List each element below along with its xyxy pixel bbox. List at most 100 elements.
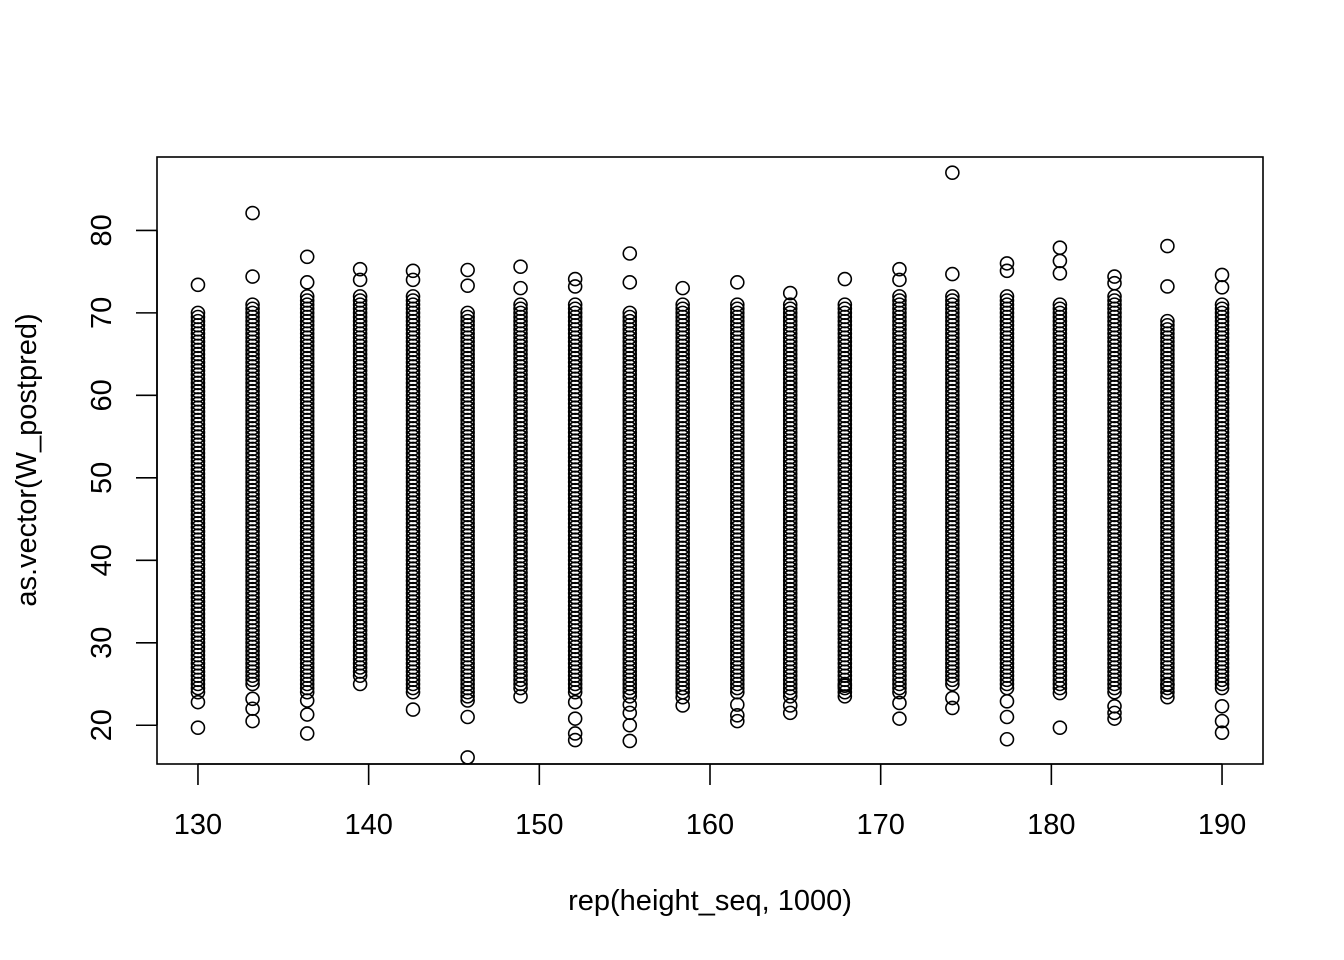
data-point: [1107, 269, 1122, 284]
data-point: [190, 720, 206, 736]
data-point: [892, 695, 907, 711]
data-point: [405, 263, 421, 279]
data-point: [567, 279, 583, 294]
point-column: [730, 275, 745, 729]
data-point: [837, 689, 853, 704]
data-point: [460, 693, 475, 708]
data-point: [1214, 725, 1230, 740]
data-point: [945, 297, 960, 312]
y-axis: 20 30 40 50 60 70 80: [86, 214, 158, 741]
x-tick-label: 170: [856, 809, 904, 841]
data-point: [405, 702, 421, 717]
data-point: [945, 266, 960, 282]
data-point: [730, 301, 745, 317]
point-column: [190, 277, 206, 736]
data-point: [999, 694, 1015, 709]
data-point: [1052, 301, 1068, 317]
data-point: [567, 726, 583, 741]
data-point: [190, 277, 206, 293]
point-column: [299, 249, 315, 741]
y-tick-label: 20: [86, 709, 118, 741]
data-point: [1214, 280, 1230, 295]
point-column: [1214, 267, 1230, 740]
data-point: [513, 280, 528, 296]
data-point: [460, 305, 475, 321]
data-point: [245, 701, 260, 717]
data-point: [622, 275, 638, 290]
point-column: [245, 205, 260, 729]
data-point: [352, 272, 368, 288]
data-point: [1052, 265, 1068, 281]
data-point: [567, 711, 583, 726]
point-column: [460, 262, 475, 765]
point-column: [837, 271, 853, 704]
point-column: [622, 246, 638, 749]
data-point: [1214, 698, 1230, 714]
data-point: [1107, 293, 1122, 308]
point-column: [513, 259, 528, 704]
data-point: [675, 301, 690, 317]
x-tick-label: 130: [174, 809, 222, 841]
data-point: [352, 289, 368, 304]
data-point: [460, 278, 475, 293]
data-point: [892, 272, 907, 288]
data-point: [892, 711, 907, 726]
data-point: [1107, 297, 1122, 312]
data-point: [782, 705, 798, 721]
data-point: [999, 256, 1015, 271]
data-point: [730, 275, 745, 290]
data-point: [1160, 313, 1175, 329]
data-point: [567, 271, 583, 287]
data-point: [190, 313, 206, 329]
point-column: [782, 285, 798, 721]
y-tick-label: 30: [86, 627, 118, 659]
point-column: [352, 261, 368, 692]
x-axis-title: rep(height_seq, 1000): [568, 885, 852, 917]
data-point: [1214, 713, 1230, 729]
point-column: [999, 256, 1015, 747]
y-tick-label: 70: [86, 297, 118, 329]
data-point: [730, 697, 745, 712]
point-column: [945, 165, 960, 716]
data-point: [945, 700, 960, 716]
data-point: [1214, 297, 1230, 312]
data-point: [622, 697, 638, 712]
data-point: [1160, 279, 1175, 294]
data-point: [1107, 705, 1122, 721]
data-point: [622, 246, 638, 261]
data-point: [299, 289, 315, 304]
data-point: [1160, 677, 1175, 693]
data-point: [567, 732, 583, 748]
data-point: [1052, 305, 1068, 321]
data-point: [782, 285, 798, 301]
data-point: [999, 289, 1015, 304]
data-point: [730, 713, 745, 729]
data-point: [675, 305, 690, 321]
data-point: [299, 726, 315, 741]
data-point: [513, 689, 528, 704]
data-point: [1214, 301, 1230, 317]
data-point: [892, 261, 907, 277]
data-point: [299, 293, 315, 308]
data-point: [1160, 317, 1175, 333]
data-point: [675, 297, 690, 312]
data-point: [892, 293, 907, 308]
data-point: [245, 301, 260, 317]
data-point: [190, 694, 206, 710]
x-tick-label: 190: [1198, 809, 1246, 841]
data-point: [460, 313, 475, 329]
data-point: [837, 305, 853, 321]
data-point: [999, 297, 1015, 312]
data-point: [1214, 305, 1230, 321]
data-point: [352, 261, 368, 277]
data-point: [1107, 698, 1122, 714]
data-point: [299, 249, 315, 265]
point-column: [1052, 240, 1068, 736]
point-column: [567, 271, 583, 748]
data-point: [945, 293, 960, 308]
point-column: [675, 280, 690, 713]
data-point: [1160, 238, 1175, 254]
data-point: [460, 709, 475, 725]
x-axis: 130 140 150 160 170 180 190: [174, 763, 1246, 841]
